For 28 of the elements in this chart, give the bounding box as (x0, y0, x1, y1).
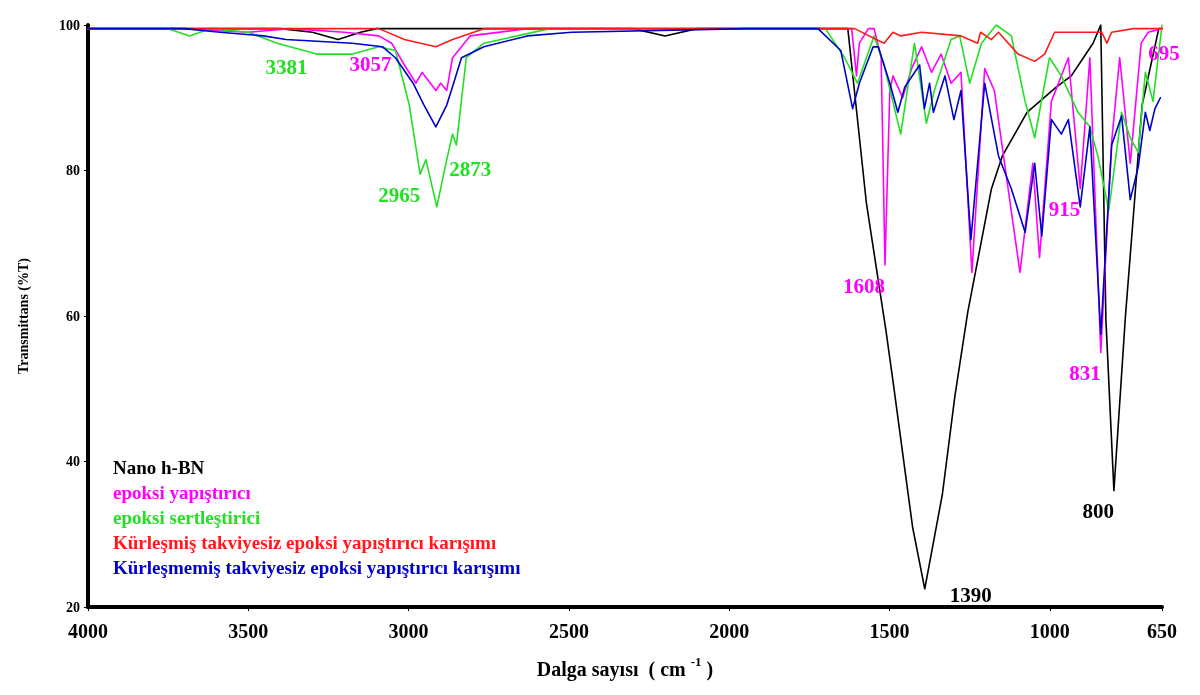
text: Nano h-BN (113, 457, 205, 478)
x-tick-label: 2000 (709, 620, 750, 642)
annotation: 800 (1082, 499, 1114, 524)
annotation: 915 (1048, 197, 1081, 222)
x-tick-label: 2500 (548, 620, 589, 642)
x-tick-label: 1500 (869, 620, 910, 642)
x-axis-title: Dalga sayısı ( cm -1 ) (536, 654, 714, 681)
y-axis-title: Transmittans (%T) (15, 257, 32, 375)
annotation: 2965 (378, 182, 421, 207)
annotation: 1390 (949, 583, 992, 608)
y-tick-label: 100 (59, 17, 80, 33)
y-tick-label: 80 (66, 163, 80, 178)
x-tick-label: 650 (1147, 620, 1177, 642)
x-tick-label: 3500 (228, 620, 269, 642)
x-tick-label: 1000 (1029, 620, 1070, 642)
annotation: 2873 (449, 157, 492, 182)
text: Kürleşmemiş takviyesiz epoksi yapıştırıcı karışımı (113, 557, 521, 578)
text: Kürleşmiş takviyesiz epoksi yapıştırıcı karışımı (113, 532, 497, 553)
text: epoksi sertleştirici (113, 507, 261, 528)
x-tick-label: 4000 (68, 620, 108, 642)
annotation: 3381 (265, 55, 308, 80)
y-tick-label: 20 (66, 599, 80, 615)
annotation: 3057 (349, 51, 392, 76)
y-tick-label: 40 (66, 454, 80, 469)
y-tick-label: 60 (66, 308, 80, 324)
x-tick-label: 3000 (388, 620, 429, 642)
text: epoksi yapıştırıcı (113, 482, 251, 503)
annotation: 831 (1069, 360, 1101, 385)
